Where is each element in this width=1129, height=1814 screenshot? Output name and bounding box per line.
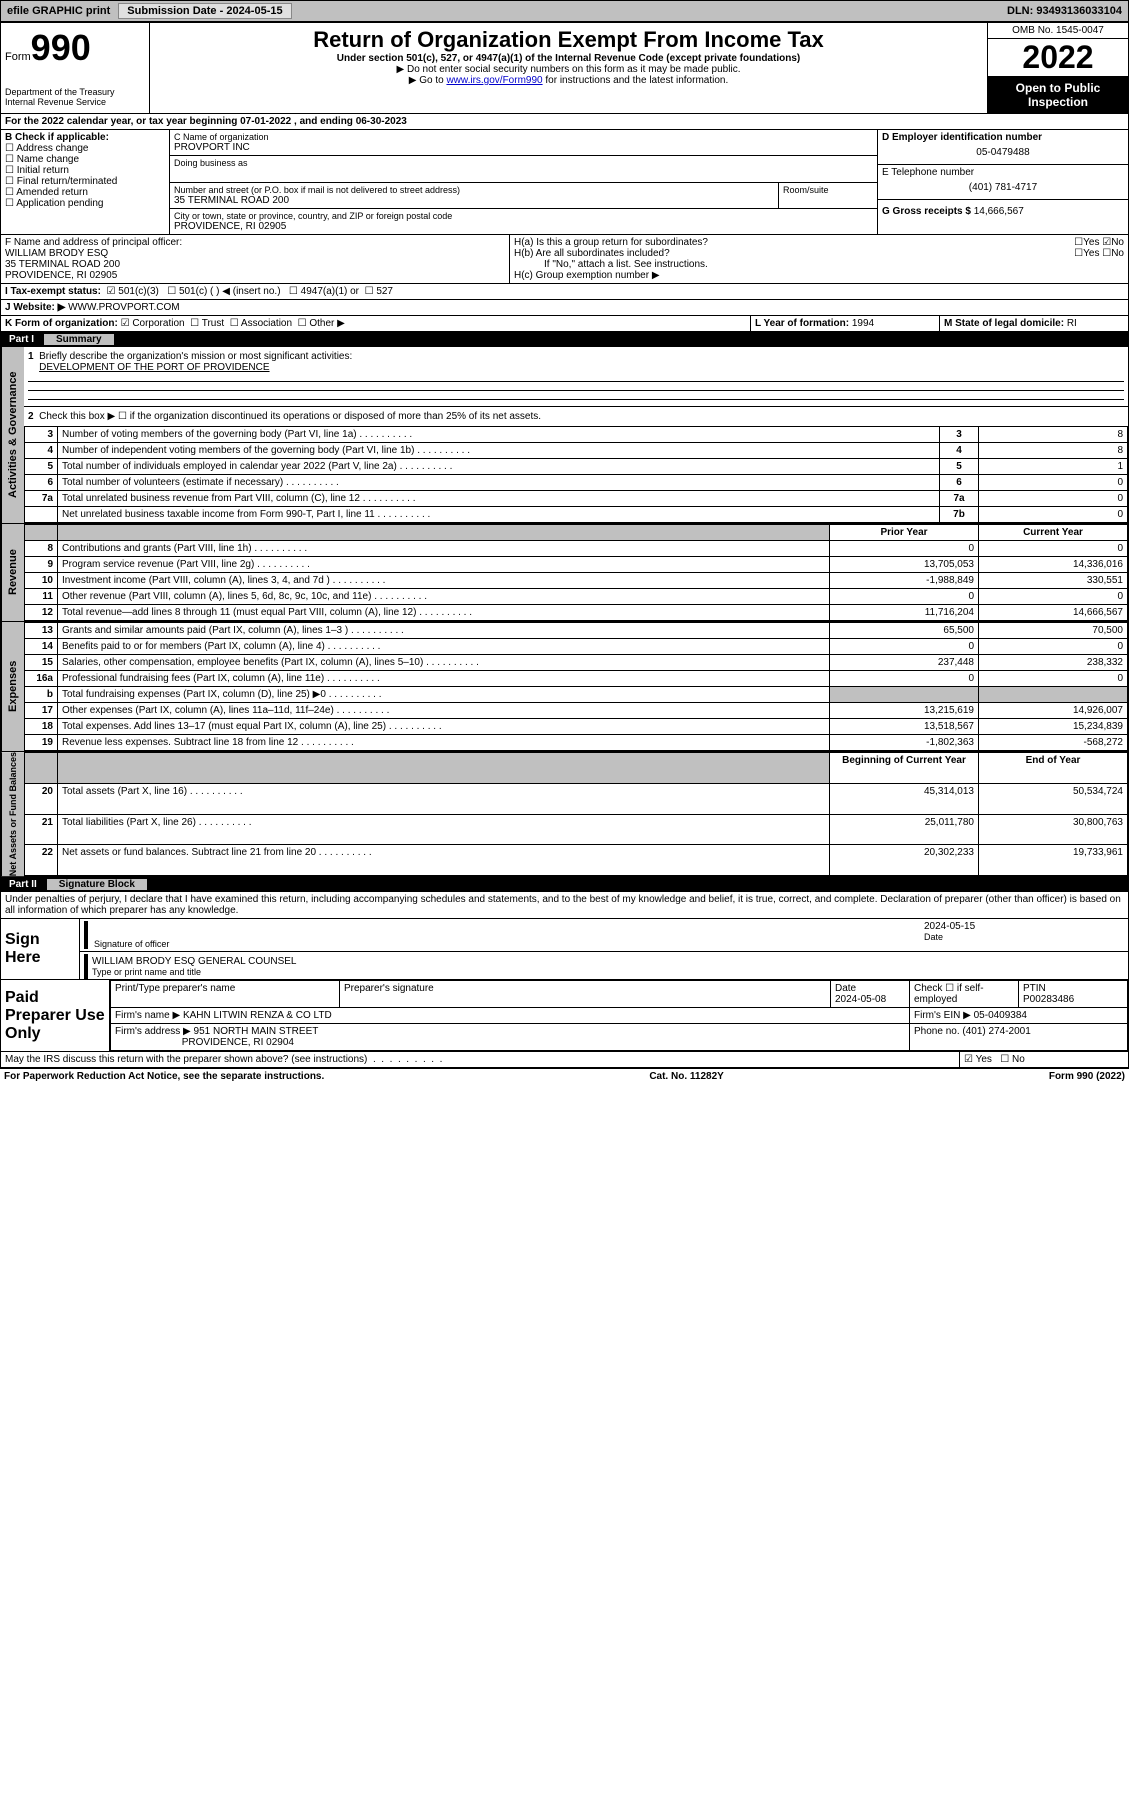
irs-label: Internal Revenue Service bbox=[5, 97, 145, 107]
discuss-no[interactable]: ☐ bbox=[1000, 1054, 1009, 1065]
dept-treasury: Department of the Treasury bbox=[5, 87, 145, 97]
domicile-label: M State of legal domicile: bbox=[944, 318, 1067, 329]
discuss-yes[interactable]: ☑ bbox=[964, 1054, 973, 1065]
mission-q: Briefly describe the organization's miss… bbox=[39, 351, 352, 362]
chk-pending[interactable]: ☐ Application pending bbox=[5, 198, 165, 209]
ha-question: H(a) Is this a group return for subordin… bbox=[514, 237, 1124, 248]
part2-header: Part IISignature Block bbox=[1, 877, 1128, 892]
org-address: 35 TERMINAL ROAD 200 bbox=[174, 195, 774, 206]
sig-officer-label: Signature of officer bbox=[84, 939, 916, 949]
chk-assoc[interactable]: ☐ bbox=[230, 318, 239, 329]
sign-date: 2024-05-15 bbox=[924, 921, 1124, 932]
domicile: RI bbox=[1067, 318, 1077, 329]
dln: DLN: 93493136033104 bbox=[1007, 5, 1128, 17]
chk-other[interactable]: ☐ bbox=[298, 318, 307, 329]
part1-header: Part ISummary bbox=[1, 332, 1128, 347]
form-header: Form990 Department of the Treasury Inter… bbox=[1, 23, 1128, 114]
year-formation: 1994 bbox=[852, 318, 874, 329]
officer-label: F Name and address of principal officer: bbox=[5, 237, 505, 248]
officer-sig-name: WILLIAM BRODY ESQ GENERAL COUNSEL bbox=[92, 956, 1124, 967]
chk-initial-return[interactable]: ☐ Initial return bbox=[5, 165, 165, 176]
chk-name-change[interactable]: ☐ Name change bbox=[5, 154, 165, 165]
open-inspection: Open to Public Inspection bbox=[988, 77, 1128, 113]
ein-label: D Employer identification number bbox=[882, 132, 1124, 143]
mission-a: DEVELOPMENT OF THE PORT OF PROVIDENCE bbox=[39, 362, 269, 373]
org-name-label: C Name of organization bbox=[174, 132, 873, 142]
vlabel-revenue: Revenue bbox=[1, 524, 24, 621]
box-b-label: B Check if applicable: bbox=[5, 132, 165, 143]
governance-table: 3Number of voting members of the governi… bbox=[24, 426, 1128, 523]
form-subtitle: Under section 501(c), 527, or 4947(a)(1)… bbox=[156, 53, 981, 64]
addr-label: Number and street (or P.O. box if mail i… bbox=[174, 185, 774, 195]
netassets-table: Beginning of Current YearEnd of Year20To… bbox=[24, 752, 1128, 876]
officer-addr2: PROVIDENCE, RI 02905 bbox=[5, 270, 505, 281]
revenue-table: Prior YearCurrent Year8Contributions and… bbox=[24, 524, 1128, 621]
chk-501c[interactable]: ☐ bbox=[167, 286, 176, 297]
chk-trust[interactable]: ☐ bbox=[190, 318, 199, 329]
year-formation-label: L Year of formation: bbox=[755, 318, 852, 329]
chk-corp[interactable]: ☑ bbox=[121, 318, 130, 329]
goto-note: ▶ Go to www.irs.gov/Form990 for instruct… bbox=[156, 75, 981, 86]
discuss-q: May the IRS discuss this return with the… bbox=[1, 1052, 960, 1067]
room-label: Room/suite bbox=[779, 183, 877, 208]
form-org-label: K Form of organization: bbox=[5, 318, 118, 329]
gross-value: 14,666,567 bbox=[974, 206, 1024, 217]
sign-date-label: Date bbox=[924, 932, 1124, 942]
vlabel-netassets: Net Assets or Fund Balances bbox=[1, 752, 24, 876]
form-number: Form990 bbox=[5, 27, 145, 69]
paid-preparer-label: Paid Preparer Use Only bbox=[1, 980, 110, 1051]
city-label: City or town, state or province, country… bbox=[174, 211, 873, 221]
chk-527[interactable]: ☐ bbox=[365, 286, 374, 297]
efile-label: efile GRAPHIC print bbox=[1, 5, 116, 17]
dba-label: Doing business as bbox=[174, 158, 873, 168]
officer-name: WILLIAM BRODY ESQ bbox=[5, 248, 505, 259]
chk-amended[interactable]: ☐ Amended return bbox=[5, 187, 165, 198]
org-name: PROVPORT INC bbox=[174, 142, 873, 153]
vlabel-governance: Activities & Governance bbox=[1, 347, 24, 523]
phone-label: E Telephone number bbox=[882, 167, 1124, 178]
hb-question: H(b) Are all subordinates included? ☐Yes… bbox=[514, 248, 1124, 259]
chk-501c3[interactable]: ☑ bbox=[107, 286, 116, 297]
efile-topbar: efile GRAPHIC print Submission Date - 20… bbox=[0, 0, 1129, 22]
chk-final-return[interactable]: ☐ Final return/terminated bbox=[5, 176, 165, 187]
phone-value: (401) 781-4717 bbox=[882, 178, 1124, 197]
irs-link[interactable]: www.irs.gov/Form990 bbox=[446, 75, 542, 86]
line2: Check this box ▶ ☐ if the organization d… bbox=[39, 411, 541, 422]
hb-note: If "No," attach a list. See instructions… bbox=[514, 259, 1124, 270]
org-city: PROVIDENCE, RI 02905 bbox=[174, 221, 873, 232]
preparer-table: Print/Type preparer's name Preparer's si… bbox=[110, 980, 1128, 1051]
ein-value: 05-0479488 bbox=[882, 143, 1124, 162]
hc-question: H(c) Group exemption number ▶ bbox=[514, 270, 1124, 281]
tax-year: 2022 bbox=[988, 39, 1128, 77]
omb-number: OMB No. 1545-0047 bbox=[988, 23, 1128, 39]
website-label: J Website: ▶ bbox=[5, 302, 65, 313]
chk-address-change[interactable]: ☐ Address change bbox=[5, 143, 165, 154]
penalty-text: Under penalties of perjury, I declare th… bbox=[1, 892, 1128, 919]
submission-date-btn[interactable]: Submission Date - 2024-05-15 bbox=[118, 3, 291, 19]
ssn-note: ▶ Do not enter social security numbers o… bbox=[156, 64, 981, 75]
chk-4947[interactable]: ☐ bbox=[289, 286, 298, 297]
officer-sig-name-label: Type or print name and title bbox=[92, 967, 1124, 977]
vlabel-expenses: Expenses bbox=[1, 622, 24, 751]
sign-here-label: Sign Here bbox=[1, 919, 80, 979]
period-a: For the 2022 calendar year, or tax year … bbox=[1, 114, 1128, 129]
expenses-table: 13Grants and similar amounts paid (Part … bbox=[24, 622, 1128, 751]
form-title: Return of Organization Exempt From Incom… bbox=[156, 27, 981, 53]
tax-status-label: I Tax-exempt status: bbox=[5, 286, 101, 297]
gross-label: G Gross receipts $ bbox=[882, 206, 974, 217]
officer-addr1: 35 TERMINAL ROAD 200 bbox=[5, 259, 505, 270]
page-footer: For Paperwork Reduction Act Notice, see … bbox=[0, 1069, 1129, 1084]
website-value: WWW.PROVPORT.COM bbox=[68, 302, 179, 313]
